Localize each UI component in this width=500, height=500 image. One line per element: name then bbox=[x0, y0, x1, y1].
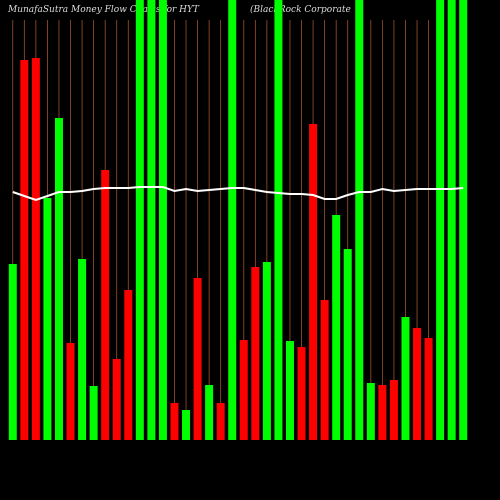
bar bbox=[193, 278, 202, 440]
bar bbox=[459, 0, 468, 440]
bar bbox=[43, 198, 52, 440]
chart-title: MunafaSutra Money Flow Charts for HYT bbox=[7, 5, 200, 15]
bar bbox=[355, 0, 364, 440]
bar bbox=[262, 262, 271, 440]
bar bbox=[285, 341, 294, 440]
bar bbox=[112, 359, 121, 440]
money-flow-line bbox=[12, 186, 464, 202]
bar bbox=[124, 290, 133, 440]
bar bbox=[135, 0, 144, 440]
bar bbox=[274, 0, 283, 440]
bar bbox=[228, 0, 237, 440]
bar bbox=[147, 0, 156, 440]
bar bbox=[158, 0, 167, 440]
chart-subtitle: (BlackRock Corporate bbox=[250, 4, 351, 15]
bar bbox=[205, 385, 214, 440]
bar bbox=[332, 215, 341, 440]
bar bbox=[389, 380, 398, 440]
bar bbox=[343, 249, 352, 440]
bar bbox=[182, 410, 191, 440]
bar bbox=[89, 386, 98, 440]
bar bbox=[101, 170, 110, 440]
bar bbox=[31, 58, 40, 440]
bar bbox=[424, 338, 433, 440]
bar bbox=[320, 300, 329, 440]
bar bbox=[8, 264, 17, 440]
bar bbox=[251, 267, 260, 440]
bar bbox=[309, 124, 318, 440]
bar bbox=[216, 403, 225, 440]
bar bbox=[78, 259, 87, 440]
bar bbox=[401, 317, 410, 440]
bar bbox=[297, 347, 306, 440]
bar bbox=[239, 340, 248, 440]
bar bbox=[170, 403, 179, 440]
bar bbox=[66, 343, 75, 440]
bar bbox=[378, 385, 387, 440]
bar bbox=[366, 383, 375, 440]
bar bbox=[447, 0, 456, 440]
bar bbox=[54, 118, 63, 440]
bar bbox=[413, 328, 422, 440]
bar bbox=[20, 60, 29, 440]
bar bbox=[436, 0, 445, 440]
